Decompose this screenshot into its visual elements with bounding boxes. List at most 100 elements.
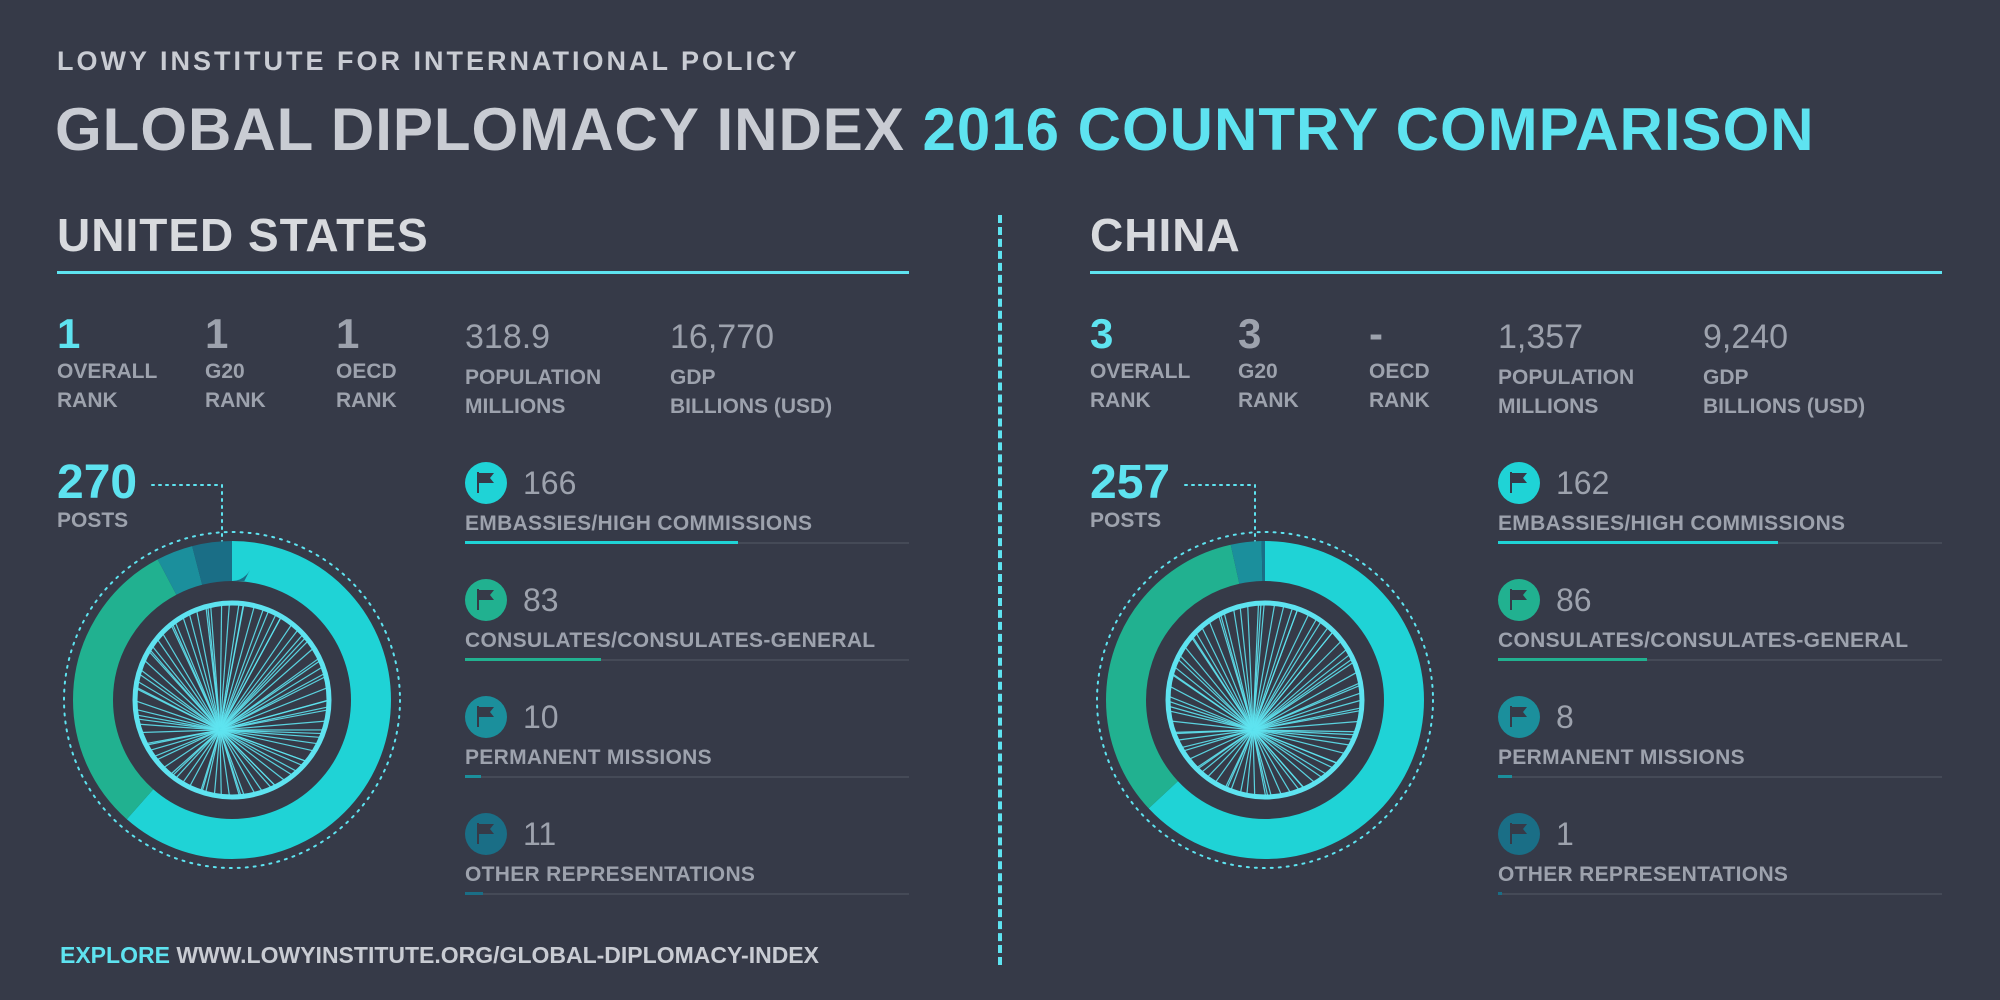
- country-rule: [1090, 271, 1942, 274]
- overall-rank-label-2: RANK: [1090, 389, 1151, 412]
- g20-rank-label-2: RANK: [1238, 389, 1299, 412]
- other-count: 11: [523, 816, 557, 852]
- consulates-label: CONSULATES/CONSULATES-GENERAL: [1498, 629, 1909, 652]
- g20-rank-value: 1: [205, 310, 229, 357]
- gdp-value: 9,240: [1703, 318, 1789, 356]
- flag-icon: [1498, 696, 1540, 738]
- posts-total: 270 POSTS: [57, 458, 137, 534]
- category-share-bar: [1498, 775, 1512, 778]
- overall-rank-stat: 1 OVERALL RANK: [57, 312, 157, 414]
- posts-value: 257: [1090, 456, 1171, 509]
- oecd-rank-label-2: RANK: [1369, 389, 1430, 412]
- consulates-label: CONSULATES/CONSULATES-GENERAL: [465, 629, 876, 652]
- posts-donut-chart: [63, 484, 401, 869]
- g20-rank-value: 3: [1238, 310, 1262, 357]
- gdp-label-1: GDP: [1703, 366, 1749, 389]
- embassies-count: 162: [1556, 465, 1610, 501]
- oecd-rank-label-1: OECD: [336, 360, 397, 383]
- embassies-label: EMBASSIES/HIGH COMMISSIONS: [1498, 512, 1846, 535]
- other-label: OTHER REPRESENTATIONS: [465, 863, 756, 886]
- country-panel-us: UNITED STATES 1 OVERALL RANK 1 G20 RANK …: [57, 0, 917, 1000]
- gdp-label-2: BILLIONS (USD): [1703, 395, 1866, 418]
- gdp-label-2: BILLIONS (USD): [670, 395, 833, 418]
- flag-icon: [1498, 462, 1540, 504]
- donut-outer-ring: [1096, 531, 1434, 869]
- gdp-stat: 16,770 GDP BILLIONS (USD): [670, 312, 832, 420]
- donut-segment-other: [1106, 541, 1424, 859]
- permanent-label: PERMANENT MISSIONS: [465, 746, 712, 769]
- panel-divider: [998, 215, 1002, 965]
- category-share-bar: [1498, 892, 1502, 895]
- flag-icon: [1498, 813, 1540, 855]
- connection-spokes: [134, 602, 330, 798]
- donut-segment-other: [73, 541, 391, 859]
- oecd-rank-value: 1: [336, 310, 360, 357]
- permanent-count: 10: [523, 699, 559, 735]
- flag-icon: [1498, 579, 1540, 621]
- flag-icon: [465, 813, 507, 855]
- country-panel-china: CHINA 3 OVERALL RANK 3 G20 RANK - OECD R…: [1090, 0, 1950, 1000]
- consulates-count: 83: [523, 582, 559, 618]
- overall-rank-label-1: OVERALL: [1090, 360, 1191, 383]
- title-main: GLOBAL DIPLOMACY INDEX: [55, 96, 905, 163]
- gdp-label-1: GDP: [670, 366, 716, 389]
- page-title: GLOBAL DIPLOMACY INDEX 2016 COUNTRY COMP…: [55, 95, 1815, 164]
- embassies-label: EMBASSIES/HIGH COMMISSIONS: [465, 512, 813, 535]
- category-track: [465, 776, 909, 778]
- overall-rank-label-1: OVERALL: [57, 360, 158, 383]
- g20-rank-stat: 3 G20 RANK: [1238, 312, 1299, 414]
- oecd-rank-label-2: RANK: [336, 389, 397, 412]
- category-consulates: 83 CONSULATES/CONSULATES-GENERAL: [465, 579, 909, 661]
- donut-segment-consulates: [1106, 541, 1424, 859]
- overall-rank-stat: 3 OVERALL RANK: [1090, 312, 1190, 414]
- connection-spokes: [1167, 602, 1363, 798]
- consulates-count: 86: [1556, 582, 1592, 618]
- g20-rank-label-1: G20: [205, 360, 245, 383]
- overall-rank-label-2: RANK: [57, 389, 118, 412]
- population-stat: 1,357 POPULATION MILLIONS: [1498, 312, 1634, 420]
- posts-label: POSTS: [57, 509, 129, 532]
- category-other: 11 OTHER REPRESENTATIONS: [465, 813, 909, 895]
- permanent-label: PERMANENT MISSIONS: [1498, 746, 1745, 769]
- population-label-2: MILLIONS: [465, 395, 566, 418]
- population-value: 318.9: [465, 318, 551, 356]
- category-share-bar: [465, 892, 483, 895]
- footer-url[interactable]: WWW.LOWYINSTITUTE.ORG/GLOBAL-DIPLOMACY-I…: [176, 942, 819, 968]
- category-track: [1498, 893, 1942, 895]
- overall-rank-value: 3: [1090, 310, 1114, 357]
- category-permanent-missions: 10 PERMANENT MISSIONS: [465, 696, 909, 778]
- publisher-kicker: LOWY INSTITUTE FOR INTERNATIONAL POLICY: [57, 46, 800, 76]
- posts-value: 270: [57, 456, 138, 509]
- donut-outer-ring: [63, 531, 401, 869]
- country-rule: [57, 271, 909, 274]
- flag-icon: [465, 579, 507, 621]
- category-consulates: 86 CONSULATES/CONSULATES-GENERAL: [1498, 579, 1942, 661]
- oecd-rank-label-1: OECD: [1369, 360, 1430, 383]
- category-embassies: 162 EMBASSIES/HIGH COMMISSIONS: [1498, 462, 1942, 544]
- category-track: [1498, 659, 1942, 661]
- posts-leader-line: [1184, 484, 1256, 544]
- posts-total: 257 POSTS: [1090, 458, 1170, 534]
- country-name: CHINA: [1090, 209, 1241, 261]
- oecd-rank-stat: 1 OECD RANK: [336, 312, 397, 414]
- footer-link[interactable]: EXPLORE WWW.LOWYINSTITUTE.ORG/GLOBAL-DIP…: [60, 942, 819, 969]
- category-track: [1498, 776, 1942, 778]
- g20-rank-stat: 1 G20 RANK: [205, 312, 266, 414]
- flag-icon: [465, 462, 507, 504]
- posts-label: POSTS: [1090, 509, 1162, 532]
- flag-icon: [465, 696, 507, 738]
- embassies-count: 166: [523, 465, 577, 501]
- population-stat: 318.9 POPULATION MILLIONS: [465, 312, 601, 420]
- g20-rank-label-1: G20: [1238, 360, 1278, 383]
- oecd-rank-value: -: [1369, 310, 1383, 357]
- permanent-count: 8: [1556, 699, 1574, 735]
- category-share-bar: [465, 775, 481, 778]
- gdp-stat: 9,240 GDP BILLIONS (USD): [1703, 312, 1865, 420]
- category-track: [465, 893, 909, 895]
- category-permanent-missions: 8 PERMANENT MISSIONS: [1498, 696, 1942, 778]
- category-embassies: 166 EMBASSIES/HIGH COMMISSIONS: [465, 462, 909, 544]
- population-label-2: MILLIONS: [1498, 395, 1599, 418]
- oecd-rank-stat: - OECD RANK: [1369, 312, 1430, 414]
- posts-donut-chart: [1096, 484, 1434, 869]
- population-label-1: POPULATION: [1498, 366, 1635, 389]
